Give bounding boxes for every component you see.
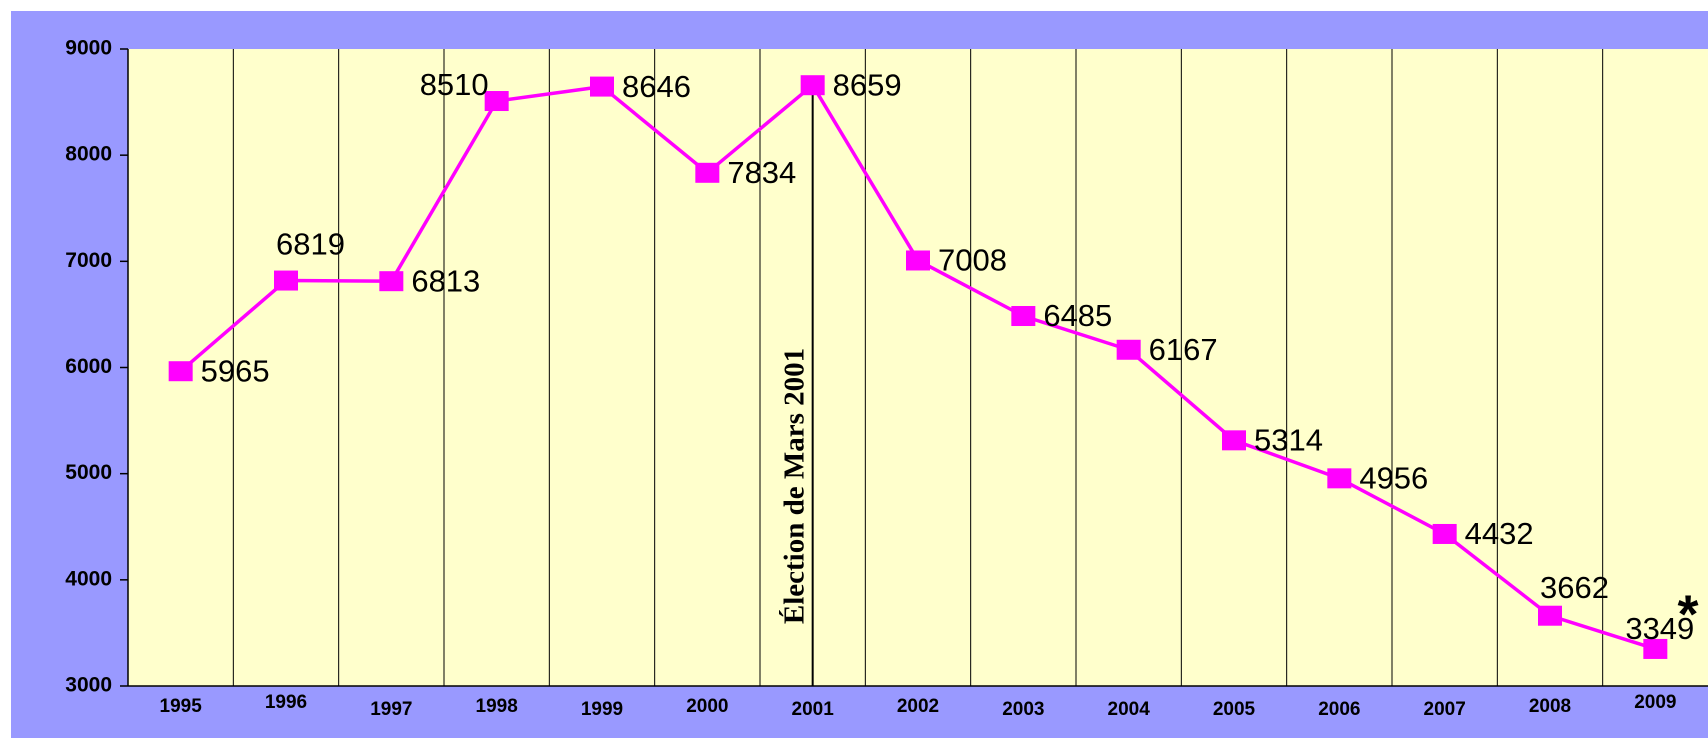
x-tick-label: 1995: [160, 696, 203, 717]
data-label: 4432: [1465, 516, 1534, 551]
x-tick-label: 2002: [897, 696, 939, 717]
y-tick-label: 9000: [65, 37, 112, 60]
marker: [379, 271, 404, 292]
marker: [906, 250, 930, 271]
x-tick-label: 1999: [581, 699, 623, 720]
x-tick-label: 2004: [1108, 699, 1151, 720]
marker: [1222, 430, 1246, 451]
y-tick-label: 7000: [65, 249, 112, 272]
y-tick-label: 5000: [65, 461, 112, 484]
data-label: 6819: [276, 227, 345, 262]
x-tick-label: 2009: [1634, 692, 1676, 713]
marker: [168, 361, 193, 382]
x-tick-label: 2000: [686, 696, 728, 717]
marker: [484, 91, 509, 112]
data-label: 3662: [1540, 570, 1609, 605]
marker: [695, 162, 720, 183]
data-label: 5314: [1254, 423, 1323, 458]
x-tick-label: 1996: [265, 692, 307, 713]
annotation-text: Élection de Mars 2001: [777, 348, 810, 624]
data-label: 8646: [622, 69, 691, 104]
annotation-asterisk: *: [1677, 584, 1698, 644]
marker: [1011, 306, 1036, 327]
data-label: 6813: [411, 263, 480, 298]
x-tick-label: 2007: [1424, 699, 1466, 720]
data-label: 8510: [420, 67, 489, 102]
marker: [800, 75, 825, 96]
x-tick-label: 1997: [370, 699, 412, 720]
x-tick-label: 1998: [476, 696, 518, 717]
marker: [1538, 605, 1562, 626]
x-tick-label: 2008: [1529, 696, 1571, 717]
marker: [274, 270, 298, 291]
y-tick-label: 8000: [65, 143, 112, 166]
marker: [1643, 638, 1668, 659]
data-label: 7834: [727, 155, 796, 190]
marker: [1432, 523, 1457, 544]
y-tick-label: 3000: [65, 674, 112, 697]
x-tick-label: 2006: [1318, 699, 1360, 720]
data-label: 6485: [1043, 298, 1112, 333]
x-tick-label: 2003: [1002, 699, 1044, 720]
y-tick-label: 6000: [65, 355, 112, 378]
x-tick-label: 2005: [1213, 699, 1256, 720]
y-tick-label: 4000: [65, 567, 112, 590]
data-label: 8659: [833, 67, 902, 102]
marker: [1116, 339, 1141, 360]
data-label: 5965: [201, 353, 270, 388]
data-label: 3349: [1625, 611, 1694, 646]
x-tick-label: 2001: [792, 699, 835, 720]
marker: [1327, 468, 1352, 489]
marker: [590, 76, 614, 97]
plot-area: [128, 49, 1708, 686]
data-label: 7008: [938, 243, 1007, 278]
data-label: 6167: [1149, 332, 1218, 367]
data-label: 4956: [1359, 461, 1428, 496]
